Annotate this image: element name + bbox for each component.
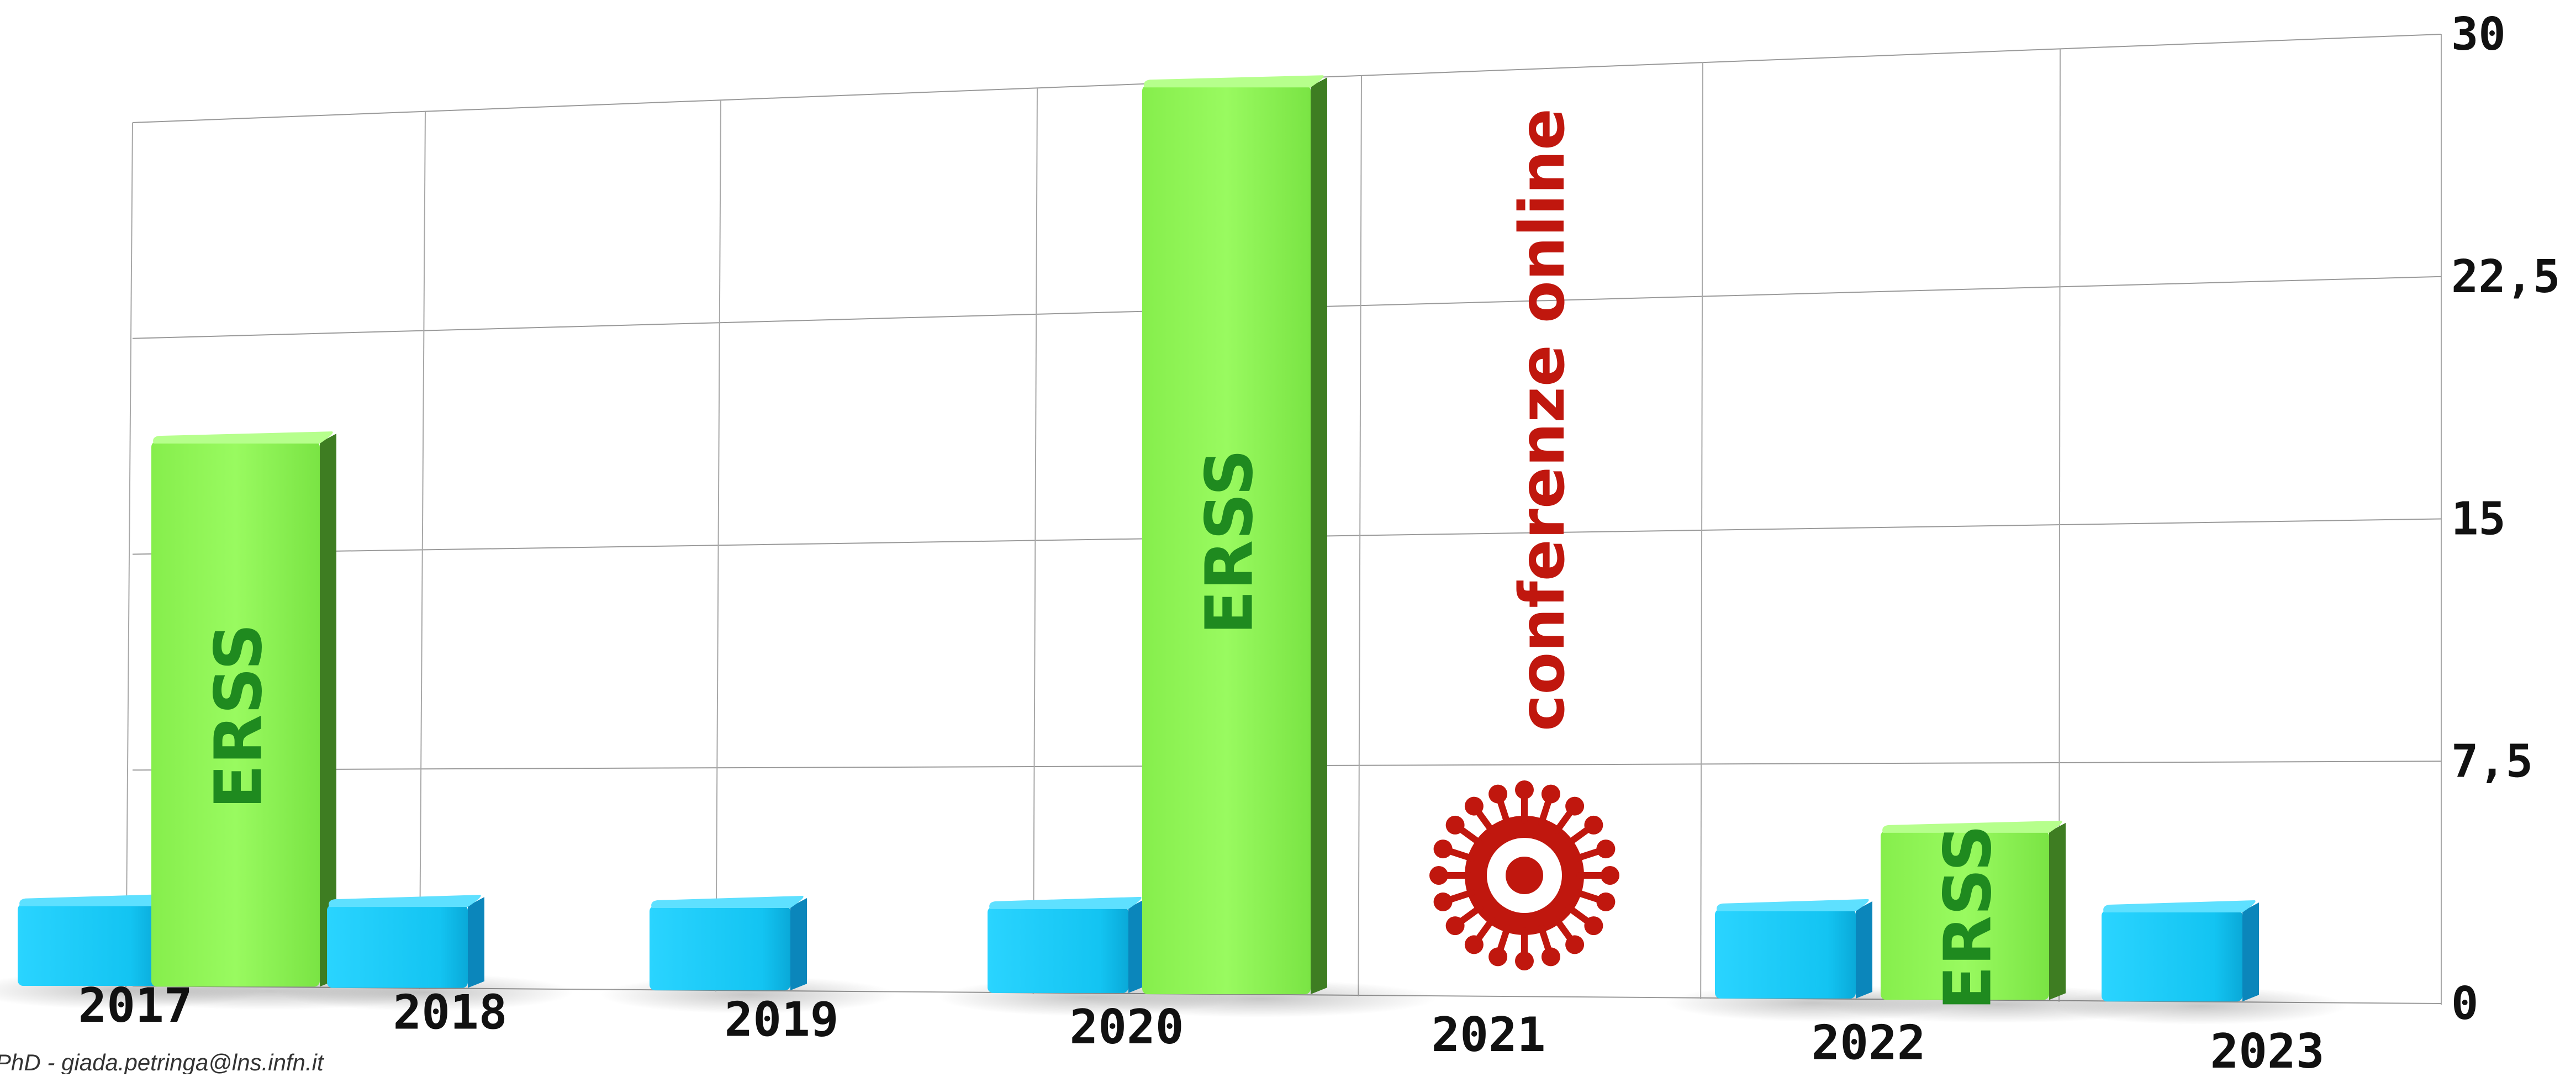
bar-blue-2019-side <box>790 898 807 991</box>
x-tick-label: 2019 <box>724 992 838 1047</box>
bar-green-2017-top <box>153 431 333 444</box>
bar-data-label: ERSS <box>200 624 277 809</box>
bar-blue-2018-top <box>329 895 481 907</box>
bar-green-2017-front <box>151 441 320 987</box>
bar-green-2022: ERSS <box>1881 820 2066 1010</box>
bar-blue-2023-top <box>2103 900 2256 913</box>
x-axis-ticks: 2017 2018 2019 2020 2021 2022 2023 <box>78 978 2324 1077</box>
y-tick-label: 30 <box>2451 8 2506 61</box>
bar-blue-2023 <box>2102 900 2259 1002</box>
bar-green-2020-front <box>1142 85 1311 995</box>
bar-blue-2017-front <box>18 904 159 986</box>
annotations: conferenze online <box>1429 108 1619 970</box>
bar-green-2022-side <box>2049 822 2066 1000</box>
x-tick-label: 2022 <box>1811 1016 1925 1071</box>
y-tick-label: 7,5 <box>2451 735 2533 788</box>
gridline-x-0 <box>125 122 133 988</box>
bar-green-2017-side <box>320 434 336 987</box>
bar-green-2022-front <box>1881 830 2049 1000</box>
author-credit: PhD - giada.petringa@lns.infn.it <box>0 1049 325 1074</box>
bar-blue-2020-top <box>989 896 1142 909</box>
y-axis-ticks: 0 7,5 15 22,5 30 <box>2451 8 2560 1030</box>
bar-blue-2017-top <box>19 894 172 906</box>
bar-data-label: ERSS <box>1930 825 2006 1010</box>
x-tick-label: 2018 <box>393 985 507 1040</box>
bar-blue-2020-side <box>1128 899 1145 993</box>
gridline-x-3 <box>1032 88 1038 994</box>
bar-blue-2020 <box>988 896 1145 993</box>
bar-blue-2019-front <box>650 905 790 991</box>
virus-icon <box>1429 780 1619 970</box>
bar-blue-2023-side <box>2242 902 2259 1002</box>
bar-green-2020-top <box>1144 75 1324 88</box>
bar-blue-2022-top <box>1717 899 1869 911</box>
gridline-x-4 <box>1358 75 1362 997</box>
y-tick-label: 0 <box>2451 978 2478 1030</box>
y-tick-label: 22,5 <box>2451 251 2560 303</box>
annotation-text: conferenze online <box>1507 108 1579 731</box>
bar-green-2020: ERSS <box>1142 75 1327 995</box>
gridline-x-1 <box>419 111 426 990</box>
bar-blue-2023-front <box>2102 910 2242 1002</box>
gridline-x-2 <box>715 100 721 992</box>
x-tick-label: 2020 <box>1069 1000 1184 1055</box>
bar-green-2022-top <box>1882 820 2062 833</box>
bar-blue-2019 <box>650 895 807 991</box>
y-tick-label: 15 <box>2451 493 2506 546</box>
x-tick-label: 2021 <box>1431 1007 1545 1063</box>
bar-green-2020-side <box>1311 77 1327 995</box>
bar-blue-2018 <box>327 895 484 988</box>
x-tick-label: 2017 <box>78 978 192 1033</box>
bar-green-2017: ERSS <box>151 431 336 987</box>
bars: ERSS ERSS ERSS <box>18 75 2259 1010</box>
bar-blue-2022 <box>1715 899 1872 999</box>
gridline-x-5 <box>1700 62 1703 999</box>
bar-blue-2022-side <box>1856 901 1872 999</box>
bar-blue-2020-front <box>988 906 1128 993</box>
bar-blue-2018-side <box>468 897 484 988</box>
bar-data-label: ERSS <box>1191 449 1268 635</box>
x-tick-label: 2023 <box>2210 1024 2324 1074</box>
bar-blue-2019-top <box>651 895 804 908</box>
bar-blue-2018-front <box>327 905 468 988</box>
bar-blue-2022-front <box>1715 909 1856 999</box>
